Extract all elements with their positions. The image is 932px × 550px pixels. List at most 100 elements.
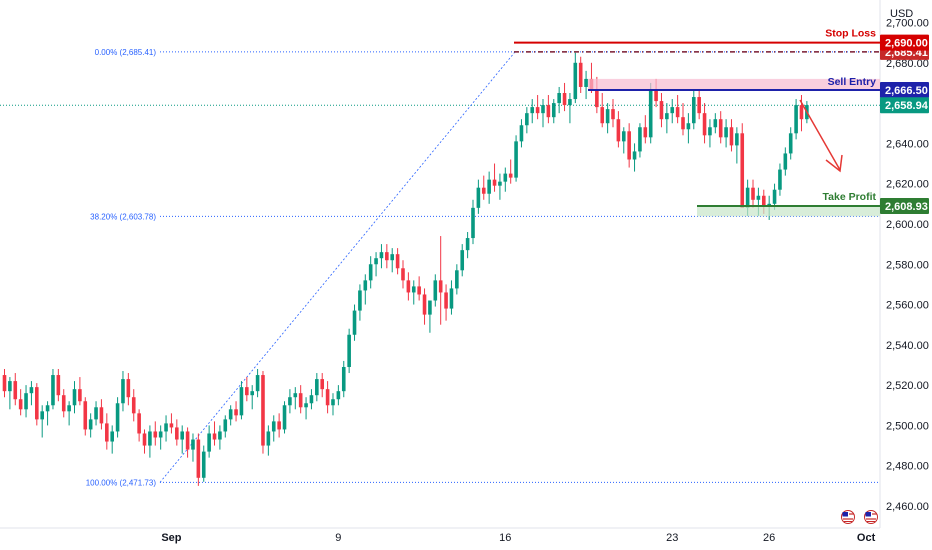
candle-body [153,431,158,438]
candle-body [541,105,545,114]
price-tick-label: 2,640.00 [886,138,929,150]
candle-body [740,133,745,208]
candle-body [72,389,77,406]
candle-body [245,387,249,396]
fib-level-label: 100.00% (2,471.73) [86,478,157,487]
candle-body [783,153,788,170]
candle-body [137,413,141,434]
price-tick-label: 2,700.00 [886,18,929,30]
candle-body [686,123,691,130]
price-tick-label: 2,500.00 [886,420,929,432]
sell-entry-tag-text: 2,666.50 [885,85,928,97]
candle-body [557,93,561,104]
candle-body [169,423,174,428]
price-tick-label: 2,580.00 [886,259,929,271]
flags [841,510,878,524]
candle-body [401,268,405,281]
candle-body [358,290,362,311]
candle-body [665,113,669,120]
candle-body [638,127,642,152]
candle-body [681,117,685,130]
candle-body [621,131,626,142]
trade-annotations[interactable]: Stop Loss Sell Entry Take Profit [514,28,880,217]
candle-body [395,254,400,269]
candle-body [24,393,28,410]
candle-body [675,107,680,118]
candle-body [234,409,238,416]
down-arrow [799,99,841,171]
candle-body [131,397,136,414]
candle-body [735,133,739,146]
candle-body [600,107,605,124]
candle-body [8,381,12,392]
candle-body [13,381,18,400]
time-axis[interactable]: Sep9162326Oct714 [161,532,932,544]
price-tick-label: 2,600.00 [886,219,929,231]
candle-body [595,88,599,108]
candle-body [158,431,163,438]
candle-body [126,379,131,398]
candle-body [266,431,271,446]
candle-body [379,252,384,259]
candle-body [352,310,357,335]
time-label: 9 [335,532,341,544]
candle-body [643,127,648,138]
time-label: 16 [499,532,511,544]
candle-body [670,107,675,114]
candle-body [627,131,631,160]
candle-body [341,366,346,392]
stop-loss-tag-text: 2,690.00 [885,38,928,50]
candle-body [298,393,303,408]
candle-body [659,101,664,120]
candle-body [261,375,265,446]
candle-body [121,379,125,404]
sell-entry-tag [880,81,929,98]
candle-body [702,113,707,136]
flag-canton [865,512,871,517]
candle-body [632,151,637,160]
profit-zone [697,205,880,217]
candle-body [255,375,260,392]
fib-retracement[interactable]: 0.00% (2,685.41) 38.20% (2,603.78) 100.00%… [86,48,880,487]
price-tick-label: 2,680.00 [886,58,929,70]
candle-body [718,119,723,138]
candle-body [492,179,497,186]
candle-body [2,375,7,392]
candle-body [288,397,292,406]
down-arrow-head [825,154,843,173]
candle-body [336,391,341,400]
candle-body [164,423,168,432]
sell-entry-label: Sell Entry [828,76,877,88]
time-label: 23 [666,532,678,544]
price-axis[interactable]: 2,700.002,680.002,660.002,640.002,620.00… [880,18,929,514]
candle-body [315,379,319,396]
candle-body [605,109,610,124]
candle-body [465,238,470,251]
price-tick-label: 2,480.00 [886,461,929,473]
candle-body [745,187,750,208]
candle-body [105,423,109,442]
candle-body [476,187,481,208]
candle-body [487,179,491,194]
candle-body [56,375,61,396]
candle-body [78,389,82,402]
candle-body [250,391,255,396]
candle-body [325,389,330,406]
candle-body [223,419,228,432]
candle-body [778,169,782,190]
candle-body [185,431,190,450]
candle-body [40,411,44,420]
candle-body [35,387,39,420]
candle-body [551,103,556,118]
stop-loss-tag [880,34,929,51]
price-tick-label: 2,520.00 [886,380,929,392]
candle-body [799,105,804,120]
price-tick-label: 2,540.00 [886,340,929,352]
current-price-tag [880,97,929,114]
stop-loss-label: Stop Loss [825,28,876,40]
candle-body [83,401,88,430]
candle-body [277,421,281,430]
candle-body [761,195,766,206]
